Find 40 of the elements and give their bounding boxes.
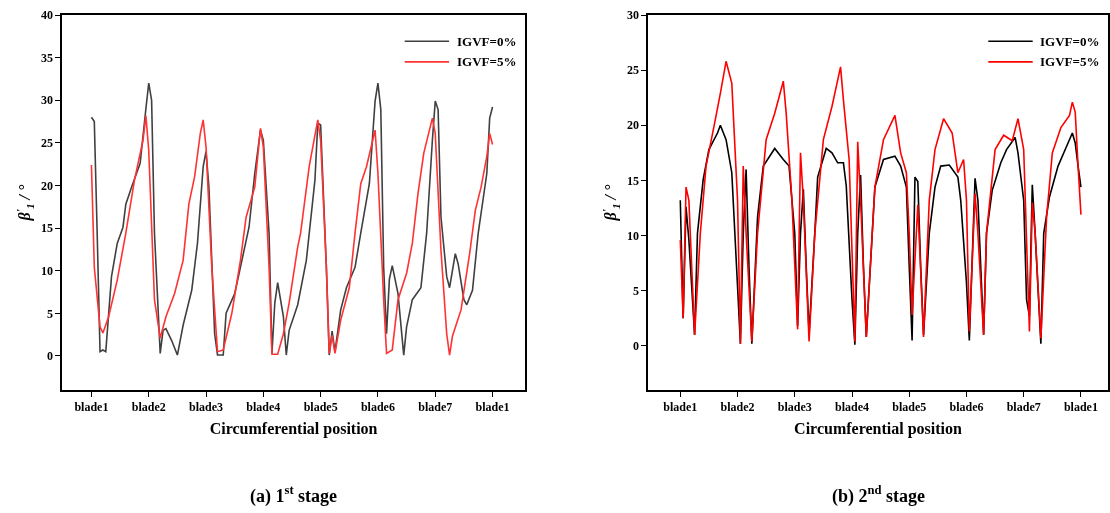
y-tick-label: 10 xyxy=(627,228,640,243)
y-tick-label: 5 xyxy=(633,283,640,298)
x-tick-label: blade1 xyxy=(475,400,510,415)
y-tick-label: 0 xyxy=(47,349,54,364)
x-tick-label: blade7 xyxy=(1006,400,1041,415)
legend-label: IGVF=0% xyxy=(1040,34,1100,49)
y-tick-label: 10 xyxy=(41,263,54,278)
y-tick-label: 20 xyxy=(41,178,54,193)
x-tick-label: blade2 xyxy=(131,400,166,415)
x-tick-label: blade1 xyxy=(663,400,698,415)
x-tick-label: blade3 xyxy=(189,400,224,415)
y-tick-label: 40 xyxy=(41,8,54,23)
x-tick-label: blade1 xyxy=(1063,400,1098,415)
x-axis-title: Circumferential position xyxy=(209,420,378,439)
y-tick-label: 0 xyxy=(633,339,640,354)
y-tick-label: 25 xyxy=(627,63,640,78)
x-tick-label: blade7 xyxy=(418,400,453,415)
x-tick-label: blade1 xyxy=(74,400,109,415)
y-tick-label: 15 xyxy=(627,173,640,188)
x-tick-label: blade3 xyxy=(777,400,812,415)
x-tick-label: blade6 xyxy=(360,400,395,415)
legend-label: IGVF=5% xyxy=(457,54,517,69)
legend-label: IGVF=0% xyxy=(457,34,517,49)
y-tick-label: 5 xyxy=(47,306,54,321)
x-tick-label: blade5 xyxy=(303,400,338,415)
x-axis-title: Circumferential position xyxy=(794,420,963,439)
y-tick-label: 35 xyxy=(41,50,54,65)
y-tick-label: 25 xyxy=(41,136,54,151)
y-tick-label: 30 xyxy=(41,93,54,108)
x-tick-label: blade2 xyxy=(720,400,755,415)
legend-label: IGVF=5% xyxy=(1040,54,1100,69)
y-tick-label: 30 xyxy=(627,8,640,23)
text: (b) 2$^{nd}$ stage xyxy=(832,483,926,507)
x-tick-label: blade5 xyxy=(892,400,927,415)
y-tick-label: 15 xyxy=(41,221,54,236)
x-tick-label: blade4 xyxy=(834,400,870,415)
x-tick-label: blade6 xyxy=(949,400,984,415)
x-tick-label: blade4 xyxy=(246,400,281,415)
y-tick-label: 20 xyxy=(627,118,640,133)
text: (a) 1$^{st}$ stage xyxy=(250,483,338,507)
